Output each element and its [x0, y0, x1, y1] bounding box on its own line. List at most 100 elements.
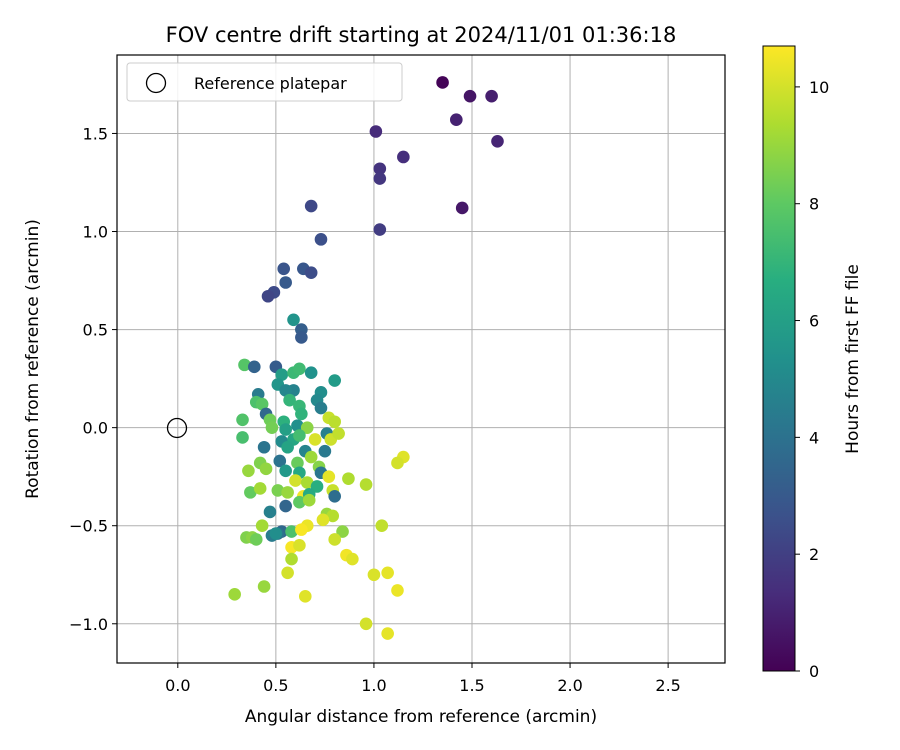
x-axis-ticks: 0.0 0.5 1.0 1.5 2.0 2.5: [165, 663, 681, 695]
colorbar-tick-label: 2: [809, 545, 819, 564]
legend-marker-icon: [145, 72, 167, 94]
data-point: [293, 429, 306, 442]
x-axis-label: Angular distance from reference (arcmin): [245, 707, 597, 727]
data-point: [391, 456, 404, 470]
data-point: [244, 486, 257, 499]
data-point: [281, 486, 294, 499]
x-tick-label: 1.5: [459, 676, 484, 695]
data-point: [491, 134, 504, 148]
colorbar-tick-label: 10: [809, 78, 829, 97]
legend: Reference platepar: [126, 62, 403, 102]
y-tick-label: −0.5: [69, 517, 108, 536]
data-point: [369, 125, 383, 138]
y-tick-label: 0.0: [83, 419, 108, 438]
data-point: [259, 462, 273, 476]
data-point: [295, 407, 308, 421]
legend-entry-reference: Reference platepar: [194, 74, 347, 93]
data-point: [253, 482, 267, 495]
data-point: [318, 444, 332, 458]
x-tick-label: 2.5: [655, 676, 680, 695]
data-point: [375, 519, 389, 533]
data-point: [342, 472, 355, 485]
data-point: [295, 523, 308, 536]
data-point: [247, 360, 261, 374]
data-point: [255, 397, 269, 411]
data-point: [285, 525, 298, 538]
data-point: [261, 289, 275, 303]
data-point: [283, 393, 296, 407]
y-tick-label: 1.0: [83, 223, 108, 242]
legend-box: [126, 62, 403, 102]
data-point: [304, 266, 318, 280]
data-point: [436, 76, 449, 89]
data-point: [279, 423, 292, 436]
data-point: [293, 539, 306, 552]
y-axis-label: Rotation from reference (arcmin): [23, 219, 43, 499]
colorbar-ticks: 0 2 4 6 8 10: [795, 78, 829, 681]
data-points: [228, 76, 504, 640]
colorbar-tick-label: 0: [809, 662, 819, 681]
data-point: [228, 588, 241, 601]
data-point: [373, 223, 387, 236]
colorbar-tick-label: 6: [809, 312, 819, 331]
data-point: [381, 566, 394, 580]
data-point: [236, 413, 249, 427]
data-point: [304, 450, 318, 464]
data-point: [300, 476, 314, 489]
colorbar: 0 2 4 6 8 10 Hours from first FF file: [762, 45, 863, 681]
grid-lines: [117, 55, 725, 663]
data-point: [304, 199, 318, 213]
data-point: [373, 172, 387, 185]
data-point: [359, 617, 373, 631]
data-point: [281, 440, 294, 454]
data-point: [279, 276, 292, 289]
y-axis-ticks: −1.0 −0.5 0.0 0.5 1.0 1.5: [69, 124, 117, 634]
data-point: [455, 201, 469, 215]
data-point: [255, 519, 269, 533]
data-point: [291, 419, 304, 432]
data-point: [285, 552, 298, 566]
data-point: [397, 150, 410, 164]
data-point: [450, 113, 463, 127]
data-point: [269, 527, 283, 540]
colorbar-gradient: [762, 45, 796, 672]
data-point: [328, 415, 342, 429]
data-point: [279, 464, 292, 478]
data-point: [328, 533, 342, 546]
x-tick-label: 1.0: [361, 676, 386, 695]
data-point: [308, 433, 322, 446]
data-point: [257, 440, 271, 454]
data-point: [238, 358, 251, 372]
data-point: [273, 454, 287, 468]
reference-platepar-marker: [166, 417, 188, 439]
data-point: [265, 421, 279, 434]
data-point: [298, 590, 312, 603]
y-tick-label: 1.5: [83, 124, 108, 143]
data-point: [336, 525, 349, 538]
data-point: [263, 505, 277, 519]
data-point: [322, 470, 336, 483]
data-point: [310, 480, 324, 493]
data-point: [275, 368, 289, 381]
data-point: [328, 489, 342, 503]
data-point: [271, 484, 285, 497]
data-point: [485, 89, 498, 103]
data-point: [291, 456, 304, 470]
plot-frame: [116, 54, 726, 664]
colorbar-label: Hours from first FF file: [843, 264, 863, 454]
data-point: [293, 495, 306, 509]
data-point: [359, 478, 373, 491]
data-point: [328, 374, 342, 387]
data-point: [314, 233, 328, 246]
data-point: [289, 474, 302, 487]
data-point: [373, 162, 387, 176]
data-point: [346, 552, 359, 566]
data-point: [326, 509, 340, 523]
data-point: [281, 566, 294, 580]
data-point: [314, 401, 328, 415]
data-point: [304, 366, 318, 380]
data-point: [332, 427, 345, 440]
data-point: [316, 513, 330, 527]
data-point: [277, 262, 291, 276]
